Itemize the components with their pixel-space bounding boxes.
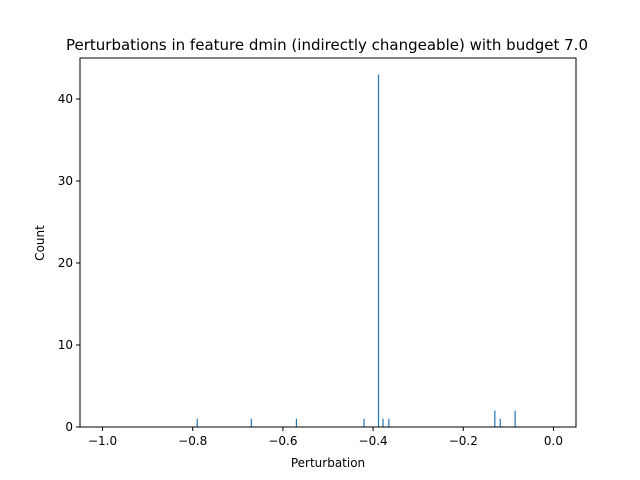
y-tick-label: 10	[58, 338, 73, 352]
x-tick-label: −0.8	[178, 434, 207, 448]
y-tick-label: 20	[58, 256, 73, 270]
histogram-bar	[514, 410, 516, 427]
histogram-bar	[388, 418, 390, 427]
x-axis-ticks: −1.0 −0.8 −0.6 −0.4 −0.2 0.0	[88, 427, 563, 448]
x-tick-label: −1.0	[88, 434, 117, 448]
histogram-bar	[377, 74, 380, 428]
histogram-bar	[250, 418, 252, 427]
histogram-bar	[196, 418, 198, 427]
y-axis-label: Count	[33, 225, 47, 261]
histogram-bar	[382, 418, 384, 427]
plot-frame	[79, 57, 577, 428]
x-tick-label: 0.0	[544, 434, 563, 448]
x-tick-label: −0.2	[449, 434, 478, 448]
histogram-bar	[499, 418, 501, 427]
histogram-bar	[494, 410, 496, 427]
y-tick-label: 0	[65, 420, 73, 434]
histogram-bar	[295, 418, 298, 427]
bars-group	[196, 74, 516, 428]
y-axis-ticks: 0 10 20 30 40	[58, 92, 80, 434]
y-tick-label: 40	[58, 92, 73, 106]
x-axis-label: Perturbation	[291, 456, 365, 470]
histogram-bar	[363, 418, 365, 427]
y-tick-label: 30	[58, 174, 73, 188]
x-tick-label: −0.6	[268, 434, 297, 448]
chart-title: Perturbations in feature dmin (indirectl…	[66, 36, 588, 54]
x-tick-label: −0.4	[359, 434, 388, 448]
